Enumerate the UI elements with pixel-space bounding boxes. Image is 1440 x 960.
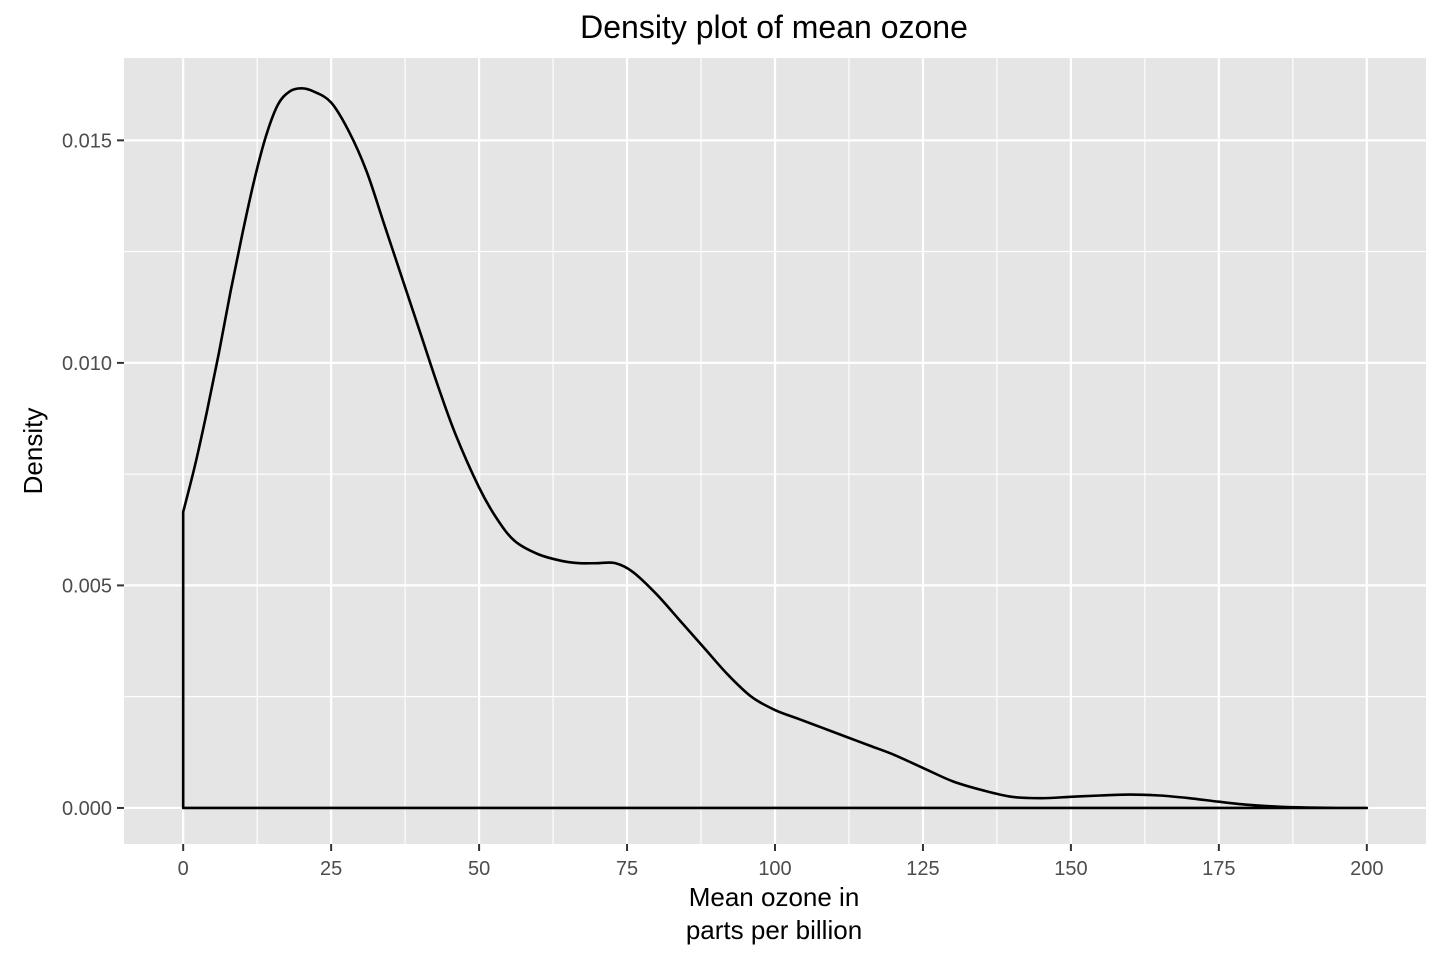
x-tick-label: 125 [906, 858, 939, 880]
x-tick-label: 75 [616, 858, 638, 880]
y-axis-title: Density [18, 408, 48, 495]
x-tick-label: 25 [320, 858, 342, 880]
y-tick-label: 0.005 [62, 575, 112, 597]
x-tick-label: 200 [1350, 858, 1383, 880]
y-axis: 0.000 0.005 0.010 0.015 [62, 130, 124, 820]
x-axis-title-line-2: parts per billion [686, 915, 862, 945]
x-tick-label: 175 [1202, 858, 1235, 880]
x-tick-label: 0 [178, 858, 189, 880]
y-tick-label: 0.015 [62, 130, 112, 152]
density-curve [181, 86, 1369, 810]
y-tick-label: 0.000 [62, 798, 112, 820]
x-axis-title-line-1: Mean ozone in [689, 882, 860, 912]
x-tick-label: 50 [468, 858, 490, 880]
chart-title: Density plot of mean ozone [580, 9, 968, 45]
density-marks [181, 86, 1369, 810]
x-tick-label: 100 [758, 858, 791, 880]
x-tick-label: 150 [1054, 858, 1087, 880]
y-tick-label: 0.010 [62, 353, 112, 375]
x-axis: 0 25 50 75 100 125 150 175 200 [178, 844, 1384, 880]
